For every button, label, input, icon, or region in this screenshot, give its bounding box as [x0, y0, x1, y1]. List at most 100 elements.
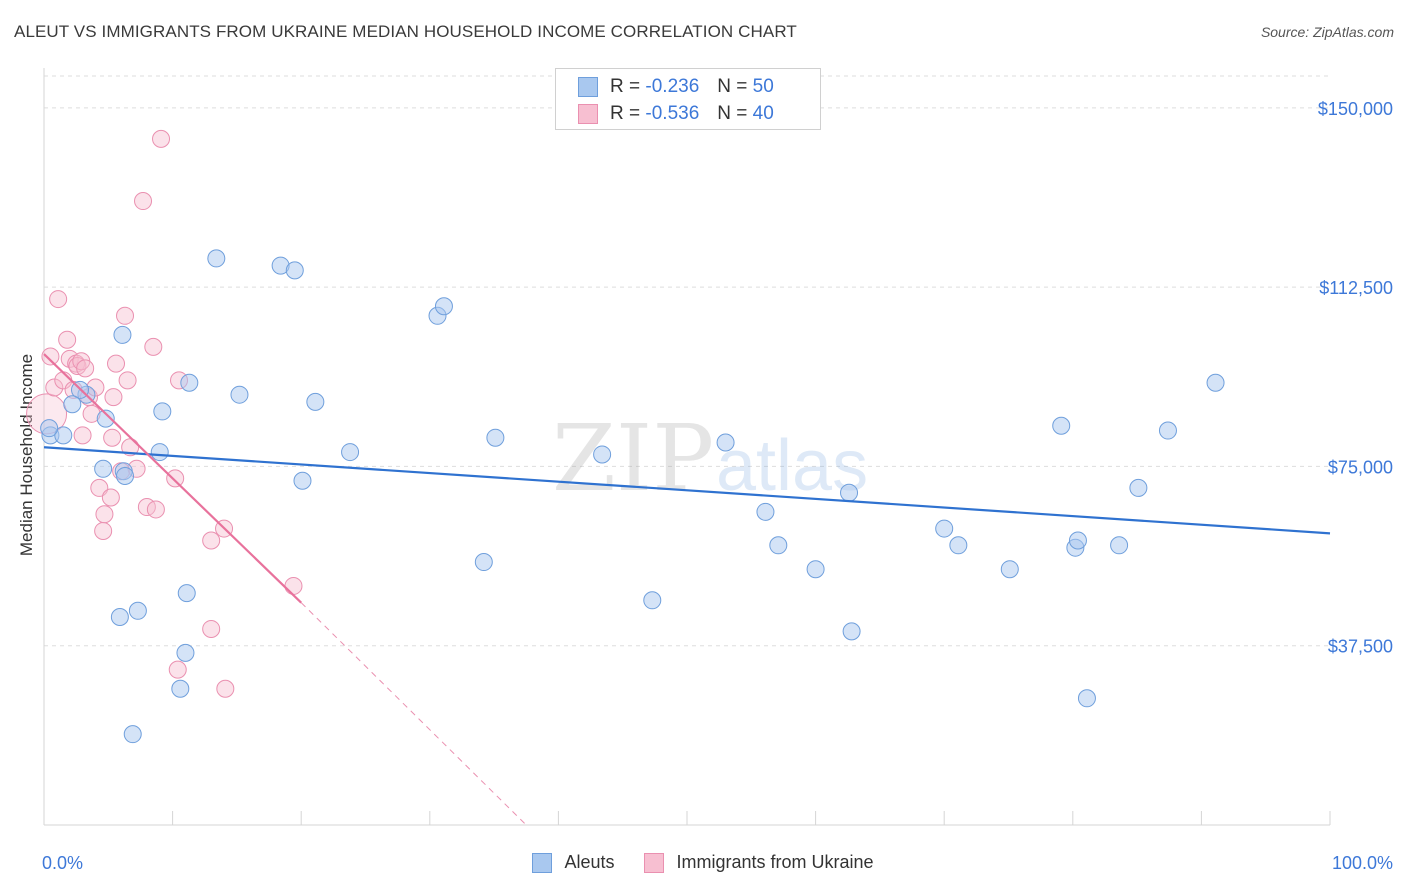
- source-label: Source: ZipAtlas.com: [1260, 24, 1394, 40]
- legend-r-label: R =: [610, 103, 641, 124]
- point-aleuts: [1052, 416, 1071, 435]
- legend-swatch-aleuts: [532, 852, 553, 873]
- trend-lines: [43, 353, 1331, 826]
- y-tick-label: $75,000: [1328, 457, 1393, 477]
- point-aleuts: [177, 584, 196, 603]
- point-ukraine: [76, 359, 95, 378]
- point-aleuts: [40, 419, 59, 438]
- legend-n-label: N =: [717, 103, 748, 124]
- legend-label-ukraine: Immigrants from Ukraine: [676, 852, 874, 872]
- point-ukraine: [284, 576, 303, 595]
- point-aleuts: [840, 483, 859, 502]
- series-aleuts-points: [40, 249, 1225, 744]
- point-aleuts: [1206, 373, 1225, 392]
- point-ukraine: [146, 500, 165, 519]
- point-aleuts: [643, 591, 662, 610]
- point-ukraine: [95, 505, 114, 524]
- point-aleuts: [1110, 536, 1129, 555]
- legend-label-aleuts: Aleuts: [564, 852, 615, 872]
- legend-n-label: N =: [717, 76, 748, 97]
- chart-title: ALEUT VS IMMIGRANTS FROM UKRAINE MEDIAN …: [14, 22, 797, 41]
- point-ukraine: [103, 428, 122, 447]
- point-aleuts: [1000, 560, 1019, 579]
- y-tick-label: $150,000: [1318, 99, 1393, 119]
- trend-line-ukraine-extension: [300, 602, 527, 826]
- point-ukraine: [216, 679, 235, 698]
- trend-line-ukraine: [43, 353, 302, 604]
- point-aleuts: [110, 608, 129, 627]
- point-aleuts: [1129, 478, 1148, 497]
- point-aleuts: [842, 622, 861, 641]
- legend-item-aleuts: Aleuts: [532, 852, 614, 873]
- legend-row-aleuts: R = -0.236 N = 50: [578, 74, 774, 100]
- point-aleuts: [128, 601, 147, 620]
- legend-r-value-ukraine: -0.536: [645, 103, 700, 124]
- point-aleuts: [207, 249, 226, 268]
- point-aleuts: [593, 445, 612, 464]
- point-ukraine: [144, 337, 163, 356]
- point-ukraine: [49, 290, 68, 309]
- x-tick-label-min: 0.0%: [42, 853, 83, 873]
- y-tick-label: $37,500: [1328, 637, 1393, 657]
- point-aleuts: [285, 261, 304, 280]
- legend-swatch-ukraine: [578, 104, 598, 124]
- watermark-zip: ZIP: [552, 405, 714, 512]
- point-aleuts: [341, 443, 360, 462]
- point-ukraine: [104, 388, 123, 407]
- point-aleuts: [935, 519, 954, 538]
- point-aleuts: [150, 443, 169, 462]
- point-aleuts: [1077, 689, 1096, 708]
- legend-item-ukraine: Immigrants from Ukraine: [644, 852, 874, 873]
- point-aleuts: [716, 433, 735, 452]
- legend-r-label: R =: [610, 76, 641, 97]
- point-ukraine: [202, 619, 221, 638]
- point-aleuts: [306, 392, 325, 411]
- point-aleuts: [293, 471, 312, 490]
- x-tick-label-max: 100.0%: [1332, 853, 1393, 873]
- point-aleuts: [756, 502, 775, 521]
- point-aleuts: [1068, 531, 1087, 550]
- point-ukraine: [41, 347, 60, 366]
- point-ukraine: [168, 660, 187, 679]
- trend-line-aleuts: [43, 446, 1331, 535]
- grid-lines: [44, 75, 1330, 647]
- legend-row-ukraine: R = -0.536 N = 40: [578, 101, 774, 127]
- tick-labels: $37,500 $75,000 $112,500 $150,000 0.0% 100.0%: [42, 99, 1393, 873]
- legend-n-value-ukraine: 40: [752, 103, 774, 124]
- point-ukraine: [116, 306, 135, 325]
- point-aleuts: [1158, 421, 1177, 440]
- legend-r-value-aleuts: -0.236: [645, 76, 700, 97]
- point-ukraine: [73, 426, 92, 445]
- point-aleuts: [96, 409, 115, 428]
- legend-n-value-aleuts: 50: [752, 76, 774, 97]
- point-aleuts: [434, 297, 453, 316]
- series-legend: Aleuts Immigrants from Ukraine: [0, 852, 1406, 873]
- point-aleuts: [180, 373, 199, 392]
- y-tick-label: $112,500: [1319, 278, 1393, 298]
- point-aleuts: [54, 426, 73, 445]
- point-ukraine: [107, 354, 126, 373]
- point-ukraine: [101, 488, 120, 507]
- legend-swatch-aleuts: [578, 77, 598, 97]
- point-ukraine: [134, 192, 153, 211]
- point-aleuts: [486, 428, 505, 447]
- point-aleuts: [123, 725, 142, 744]
- point-aleuts: [171, 679, 190, 698]
- point-ukraine: [90, 478, 109, 497]
- point-aleuts: [806, 560, 825, 579]
- watermark: ZIP atlas: [552, 405, 868, 512]
- point-ukraine: [152, 129, 171, 148]
- point-aleuts: [230, 385, 249, 404]
- point-aleuts: [474, 553, 493, 572]
- point-ukraine: [58, 330, 77, 349]
- point-ukraine: [202, 531, 221, 550]
- point-ukraine: [94, 521, 113, 540]
- point-ukraine: [118, 371, 137, 390]
- correlation-legend: R = -0.236 N = 50 R = -0.536 N = 40: [555, 68, 821, 130]
- point-aleuts: [153, 402, 172, 421]
- legend-swatch-ukraine: [644, 852, 665, 873]
- axes: [43, 68, 1331, 826]
- point-ukraine: [166, 469, 185, 488]
- point-aleuts: [176, 643, 195, 662]
